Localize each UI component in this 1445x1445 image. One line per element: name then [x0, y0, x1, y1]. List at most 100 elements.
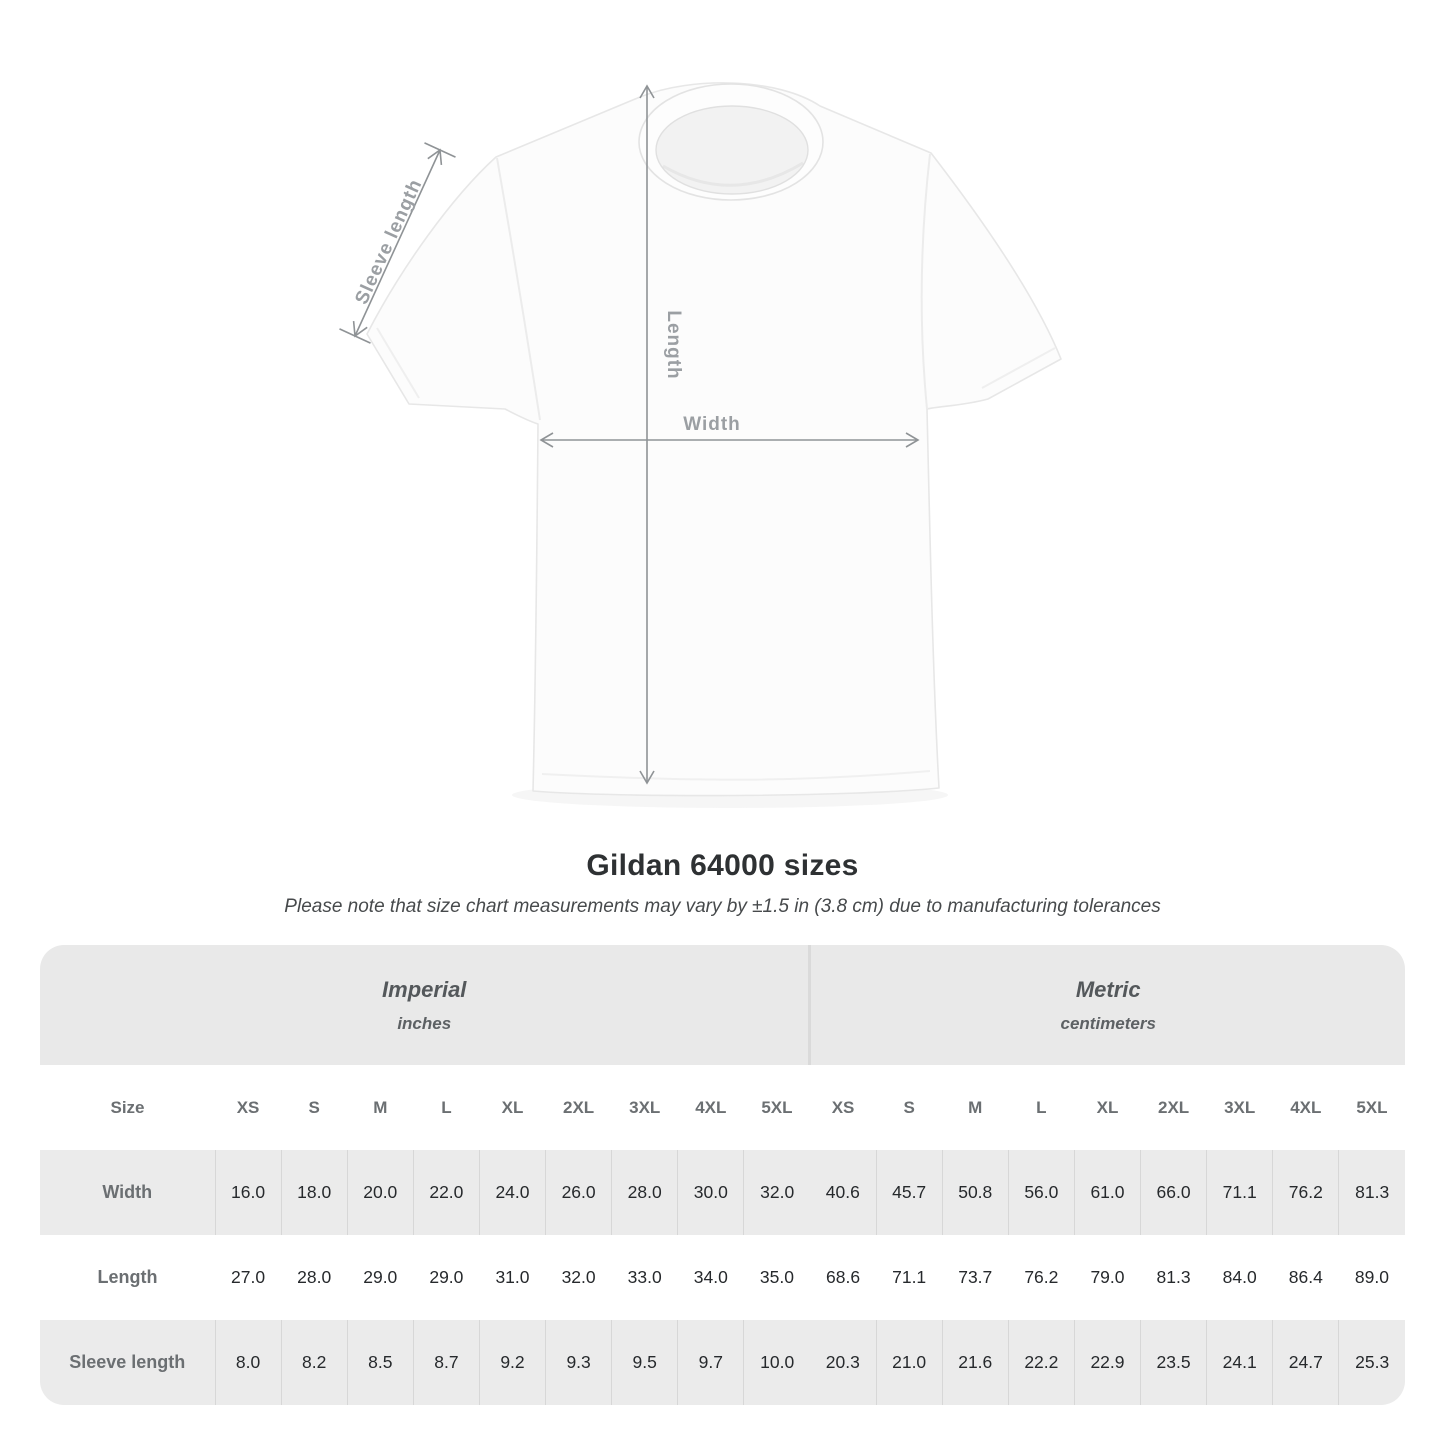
size-col-header: XS [809, 1065, 877, 1150]
value-cell: 8.2 [280, 1320, 348, 1405]
width-label: Width [683, 414, 741, 435]
value-cell: 50.8 [941, 1150, 1009, 1235]
imperial-title: Imperial [382, 976, 467, 1002]
value-cell: 66.0 [1140, 1150, 1207, 1235]
size-col-header: XS [215, 1065, 282, 1150]
value-cell: 20.0 [346, 1150, 414, 1235]
tshirt-right-cuff-stitch [981, 347, 1056, 389]
size-col-header: 3XL [1206, 1065, 1273, 1150]
value-cell: 29.0 [347, 1235, 414, 1320]
value-cell: 84.0 [1206, 1235, 1273, 1320]
size-col-header: 5XL [1338, 1065, 1405, 1150]
value-cell: 29.0 [413, 1235, 480, 1320]
value-cell: 40.6 [809, 1150, 877, 1235]
metric-header: Metric centimeters [808, 945, 1405, 1065]
tshirt-left-cuff-stitch [376, 327, 420, 399]
size-col-header: 4XL [1272, 1065, 1339, 1150]
value-cell: 20.3 [809, 1320, 877, 1405]
value-cell: 24.7 [1272, 1320, 1339, 1405]
value-cell: 71.1 [1206, 1150, 1273, 1235]
value-cell: 22.0 [412, 1150, 480, 1235]
size-col-header: 2XL [545, 1065, 612, 1150]
size-col-header: XL [1074, 1065, 1141, 1150]
value-cell: 8.0 [214, 1320, 282, 1405]
imperial-header: Imperial inches [40, 945, 810, 1065]
page-title: Gildan 64000 sizes [586, 849, 859, 882]
value-cell: 81.3 [1338, 1150, 1405, 1235]
size-col-header: 5XL [743, 1065, 810, 1150]
row-label: Width [40, 1150, 215, 1235]
value-cell: 76.2 [1272, 1150, 1339, 1235]
size-col-header: M [942, 1065, 1009, 1150]
value-cell: 33.0 [611, 1235, 678, 1320]
size-col-header: 4XL [677, 1065, 744, 1150]
tshirt-left-sleeve-seam [496, 157, 541, 421]
width-row: Width 16.0 18.0 20.0 22.0 24.0 26.0 28.0… [40, 1150, 1405, 1235]
tolerance-note: Please note that size chart measurements… [284, 896, 1161, 917]
metric-title: Metric [1075, 976, 1141, 1002]
value-cell: 61.0 [1073, 1150, 1141, 1235]
value-cell: 56.0 [1007, 1150, 1075, 1235]
size-col-header: 3XL [611, 1065, 678, 1150]
row-label: Length [40, 1235, 215, 1320]
value-cell: 22.9 [1073, 1320, 1141, 1405]
value-cell: 25.3 [1338, 1320, 1405, 1405]
value-cell: 21.0 [875, 1320, 943, 1405]
sleeve-length-row: Sleeve length 8.0 8.2 8.5 8.7 9.2 9.3 9.… [40, 1320, 1405, 1405]
value-cell: 32.0 [545, 1235, 612, 1320]
imperial-unit: inches [397, 1013, 452, 1033]
value-cell: 28.0 [611, 1150, 678, 1235]
size-header-label: Size [40, 1065, 215, 1150]
value-cell: 89.0 [1338, 1235, 1405, 1320]
tshirt-collar-opening [655, 105, 809, 195]
value-cell: 68.6 [809, 1235, 877, 1320]
value-cell: 22.2 [1007, 1320, 1075, 1405]
value-cell: 9.5 [611, 1320, 678, 1405]
value-cell: 24.0 [478, 1150, 546, 1235]
value-cell: 31.0 [479, 1235, 546, 1320]
width-arrow [539, 432, 920, 448]
value-cell: 16.0 [214, 1150, 282, 1235]
value-cell: 27.0 [215, 1235, 282, 1320]
value-cell: 26.0 [545, 1150, 612, 1235]
metric-unit: centimeters [1060, 1013, 1156, 1033]
size-table: Imperial inches Metric centimeters Size … [40, 945, 1405, 1405]
value-cell: 9.3 [545, 1320, 612, 1405]
value-cell: 71.1 [876, 1235, 943, 1320]
value-cell: 73.7 [942, 1235, 1009, 1320]
value-cell: 30.0 [677, 1150, 744, 1235]
length-arrow [639, 84, 655, 785]
value-cell: 23.5 [1140, 1320, 1207, 1405]
size-col-header: S [876, 1065, 943, 1150]
value-cell: 8.7 [412, 1320, 480, 1405]
size-col-header: XL [479, 1065, 546, 1150]
value-cell: 24.1 [1206, 1320, 1273, 1405]
size-col-header: L [1008, 1065, 1075, 1150]
value-cell: 32.0 [743, 1150, 810, 1235]
value-cell: 21.6 [941, 1320, 1009, 1405]
value-cell: 18.0 [280, 1150, 348, 1235]
unit-header-row: Imperial inches Metric centimeters [40, 945, 1405, 1065]
value-cell: 45.7 [875, 1150, 943, 1235]
size-header-row: Size XS S M L XL 2XL 3XL 4XL 5XL XS S M … [40, 1065, 1405, 1150]
tshirt-collar-shadow [662, 161, 804, 187]
value-cell: 9.2 [478, 1320, 546, 1405]
sleeve-length-arrow [339, 142, 456, 344]
tshirt-right-sleeve-seam [920, 153, 931, 410]
length-label: Length [663, 310, 684, 379]
tshirt-image [366, 82, 1062, 808]
size-col-header: L [413, 1065, 480, 1150]
value-cell: 35.0 [743, 1235, 810, 1320]
size-col-header: 2XL [1140, 1065, 1207, 1150]
value-cell: 79.0 [1074, 1235, 1141, 1320]
value-cell: 76.2 [1008, 1235, 1075, 1320]
size-col-header: S [281, 1065, 348, 1150]
value-cell: 34.0 [677, 1235, 744, 1320]
tshirt-measurement-diagram: Length Width Sleeve length [339, 82, 1062, 808]
length-row: Length 27.0 28.0 29.0 29.0 31.0 32.0 33.… [40, 1235, 1405, 1320]
value-cell: 8.5 [346, 1320, 414, 1405]
row-label: Sleeve length [40, 1320, 215, 1405]
value-cell: 81.3 [1140, 1235, 1207, 1320]
value-cell: 10.0 [743, 1320, 810, 1405]
